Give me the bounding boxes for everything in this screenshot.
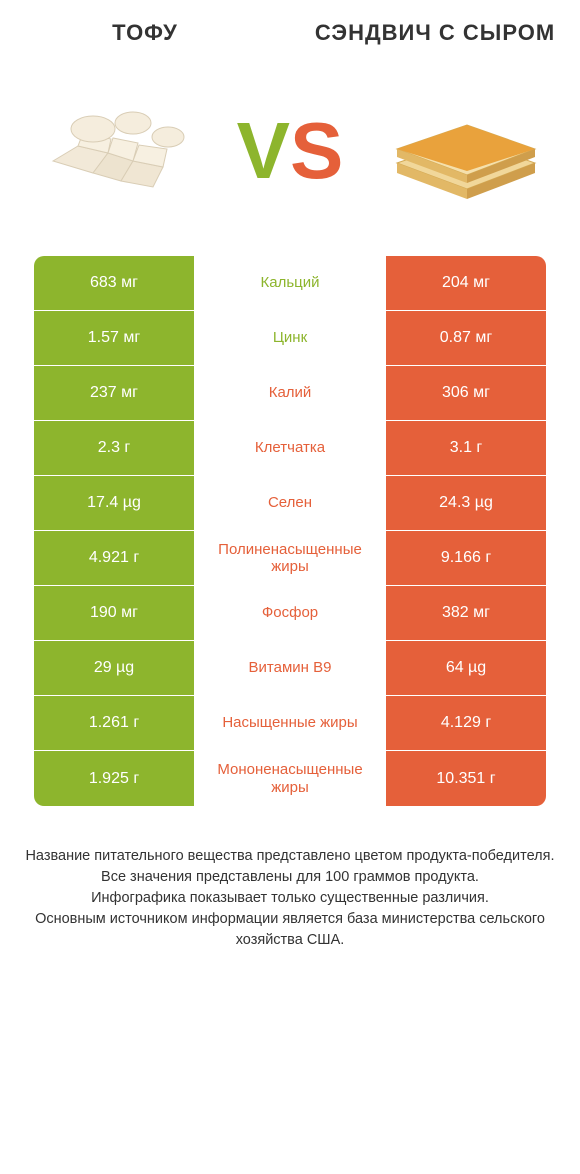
table-row: 1.261 гНасыщенные жиры4.129 г	[34, 696, 546, 751]
footer-line: Название питательного вещества представл…	[20, 846, 560, 867]
vs-v: V	[237, 111, 290, 191]
cell-label: Фосфор	[194, 586, 386, 640]
cell-left-value: 1.261 г	[34, 696, 194, 750]
cell-left-value: 190 мг	[34, 586, 194, 640]
table-row: 29 µgВитамин B964 µg	[34, 641, 546, 696]
table-row: 17.4 µgСелен24.3 µg	[34, 476, 546, 531]
cell-left-value: 683 мг	[34, 256, 194, 310]
sandwich-illustration	[353, 86, 570, 216]
cell-left-value: 29 µg	[34, 641, 194, 695]
cell-label: Калий	[194, 366, 386, 420]
cell-left-value: 17.4 µg	[34, 476, 194, 530]
cell-left-value: 2.3 г	[34, 421, 194, 475]
cell-right-value: 10.351 г	[386, 751, 546, 806]
footer-line: Инфографика показывает только существенн…	[20, 888, 560, 909]
sandwich-svg	[377, 91, 547, 211]
images-row: VS	[0, 56, 580, 256]
cell-right-value: 3.1 г	[386, 421, 546, 475]
cell-right-value: 306 мг	[386, 366, 546, 420]
cell-left-value: 237 мг	[34, 366, 194, 420]
tofu-svg	[33, 91, 203, 211]
cell-right-value: 382 мг	[386, 586, 546, 640]
infographic: ТОФУ СЭНДВИЧ С СЫРОМ VS	[0, 0, 580, 1174]
cell-label: Цинк	[194, 311, 386, 365]
table-row: 1.925 гМононенасыщенные жиры10.351 г	[34, 751, 546, 806]
cell-label: Витамин B9	[194, 641, 386, 695]
footer-line: Основным источником информации является …	[20, 909, 560, 951]
vs-label: VS	[237, 111, 344, 191]
header-row: ТОФУ СЭНДВИЧ С СЫРОМ	[0, 0, 580, 56]
tofu-illustration	[10, 86, 227, 216]
cell-label: Полиненасыщенные жиры	[194, 531, 386, 585]
cell-left-value: 4.921 г	[34, 531, 194, 585]
table-row: 1.57 мгЦинк0.87 мг	[34, 311, 546, 366]
cell-right-value: 204 мг	[386, 256, 546, 310]
table-row: 190 мгФосфор382 мг	[34, 586, 546, 641]
cell-right-value: 64 µg	[386, 641, 546, 695]
table-row: 4.921 гПолиненасыщенные жиры9.166 г	[34, 531, 546, 586]
table-row: 237 мгКалий306 мг	[34, 366, 546, 421]
cell-left-value: 1.57 мг	[34, 311, 194, 365]
cell-left-value: 1.925 г	[34, 751, 194, 806]
table-row: 683 мгКальций204 мг	[34, 256, 546, 311]
cell-label: Мононенасыщенные жиры	[194, 751, 386, 806]
cell-label: Клетчатка	[194, 421, 386, 475]
cell-label: Кальций	[194, 256, 386, 310]
header-right-title: СЭНДВИЧ С СЫРОМ	[290, 20, 580, 46]
cell-label: Насыщенные жиры	[194, 696, 386, 750]
cell-right-value: 0.87 мг	[386, 311, 546, 365]
cell-right-value: 4.129 г	[386, 696, 546, 750]
table-row: 2.3 гКлетчатка3.1 г	[34, 421, 546, 476]
vs-s: S	[290, 111, 343, 191]
header-left-title: ТОФУ	[0, 20, 290, 46]
cell-right-value: 24.3 µg	[386, 476, 546, 530]
footer-notes: Название питательного вещества представл…	[0, 806, 580, 951]
comparison-table: 683 мгКальций204 мг1.57 мгЦинк0.87 мг237…	[34, 256, 546, 806]
cell-right-value: 9.166 г	[386, 531, 546, 585]
footer-line: Все значения представлены для 100 граммо…	[20, 867, 560, 888]
cell-label: Селен	[194, 476, 386, 530]
